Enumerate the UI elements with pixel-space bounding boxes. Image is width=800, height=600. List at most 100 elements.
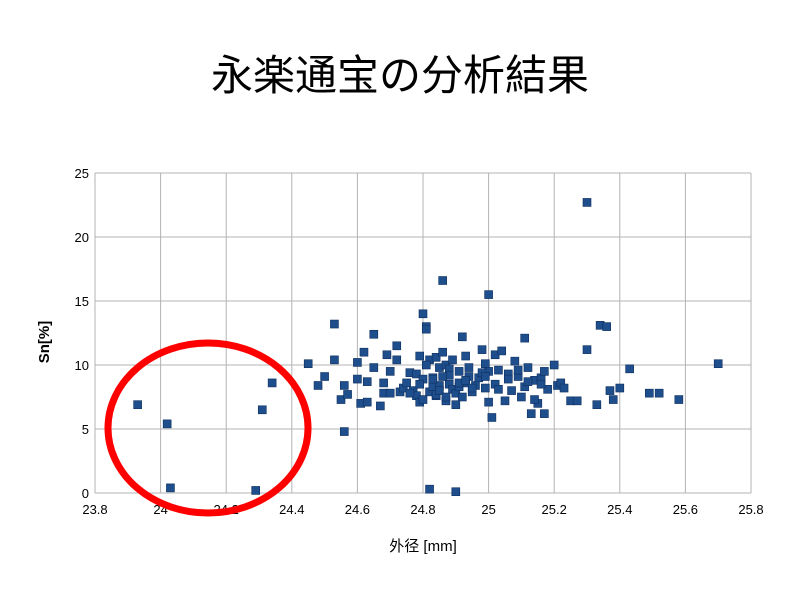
data-point xyxy=(543,385,552,394)
data-point xyxy=(477,345,487,354)
data-point xyxy=(379,378,388,388)
data-point xyxy=(353,358,362,367)
data-point xyxy=(536,379,546,389)
data-point xyxy=(353,374,362,384)
data-point xyxy=(654,388,664,398)
data-point xyxy=(530,395,539,404)
data-point xyxy=(645,388,654,398)
data-point xyxy=(494,365,503,375)
data-point xyxy=(582,198,592,207)
data-point xyxy=(405,388,415,398)
data-point xyxy=(461,351,470,361)
data-point xyxy=(418,395,428,404)
x-tick-label: 25.6 xyxy=(673,502,698,517)
x-tick-label: 24.4 xyxy=(279,502,304,517)
data-point xyxy=(510,356,520,366)
data-point xyxy=(464,363,474,372)
data-point xyxy=(421,324,431,334)
data-point xyxy=(615,383,625,393)
data-point xyxy=(435,386,444,395)
data-point xyxy=(494,385,503,394)
data-point xyxy=(336,395,346,404)
data-point xyxy=(451,400,461,409)
x-axis-label: 外径 [mm] xyxy=(389,538,457,555)
data-point xyxy=(415,351,425,361)
x-tick-label: 24.8 xyxy=(410,502,435,517)
data-point xyxy=(166,483,175,493)
data-point xyxy=(162,419,172,429)
data-point xyxy=(369,363,379,372)
y-tick-label: 10 xyxy=(75,358,89,373)
data-point xyxy=(507,386,516,395)
data-point xyxy=(425,484,434,494)
data-point xyxy=(458,392,467,402)
data-point xyxy=(582,345,592,354)
data-point xyxy=(438,347,447,357)
chart-title: 永楽通宝の分析結果 xyxy=(210,51,589,100)
data-point xyxy=(339,427,349,436)
data-point xyxy=(625,364,634,374)
data-point xyxy=(438,276,447,285)
data-point xyxy=(454,367,464,376)
data-point xyxy=(674,395,684,404)
data-point xyxy=(540,367,549,376)
data-point xyxy=(523,377,533,386)
data-point xyxy=(392,341,402,351)
y-tick-label: 15 xyxy=(75,294,89,309)
data-point xyxy=(385,367,395,376)
data-point xyxy=(481,383,490,393)
tick-labels: 23.8 24 24.2 24.4 24.6 24.8 25 25.2 25.4 25.6 25.8… xyxy=(75,166,764,517)
data-point xyxy=(467,383,477,393)
data-point xyxy=(608,395,618,404)
data-point xyxy=(503,374,513,384)
y-tick-label: 20 xyxy=(75,230,89,245)
data-point xyxy=(320,372,329,381)
data-point xyxy=(448,355,457,365)
data-point xyxy=(481,372,490,381)
data-point xyxy=(385,388,395,398)
y-tick-label: 5 xyxy=(82,422,89,437)
data-point xyxy=(330,319,339,329)
data-point xyxy=(451,487,461,497)
data-point xyxy=(421,360,431,370)
data-point xyxy=(313,381,323,390)
data-point xyxy=(303,359,313,369)
data-point xyxy=(559,383,569,393)
data-point xyxy=(484,397,493,407)
x-tick-label: 24.6 xyxy=(345,502,370,517)
data-point xyxy=(382,350,392,360)
data-point xyxy=(267,378,277,388)
x-tick-label: 23.8 xyxy=(82,502,107,517)
data-point xyxy=(376,401,385,411)
x-tick-label: 25.2 xyxy=(542,502,567,517)
data-point xyxy=(713,359,723,369)
x-tick-label: 25 xyxy=(481,502,495,517)
data-point xyxy=(592,400,602,409)
data-point xyxy=(339,381,349,390)
data-point xyxy=(330,355,339,365)
data-point xyxy=(428,374,438,384)
data-point xyxy=(540,409,549,418)
data-point xyxy=(392,355,402,365)
x-tick-label: 25.8 xyxy=(738,502,763,517)
data-point xyxy=(251,486,261,495)
data-points xyxy=(133,198,723,497)
data-point xyxy=(481,359,490,369)
data-point xyxy=(461,376,470,385)
data-point xyxy=(517,392,526,402)
data-point xyxy=(343,390,352,399)
highlight-circle xyxy=(104,339,312,517)
data-point xyxy=(500,396,510,406)
data-point xyxy=(369,329,379,339)
data-point xyxy=(484,290,493,299)
data-point xyxy=(402,378,411,388)
data-point xyxy=(526,409,536,418)
data-point xyxy=(438,372,447,381)
data-point xyxy=(133,400,142,409)
data-point xyxy=(362,377,372,386)
data-point xyxy=(602,322,611,331)
data-point xyxy=(572,396,582,406)
data-point xyxy=(359,347,369,357)
y-axis-label: Sn[%] xyxy=(36,321,53,364)
